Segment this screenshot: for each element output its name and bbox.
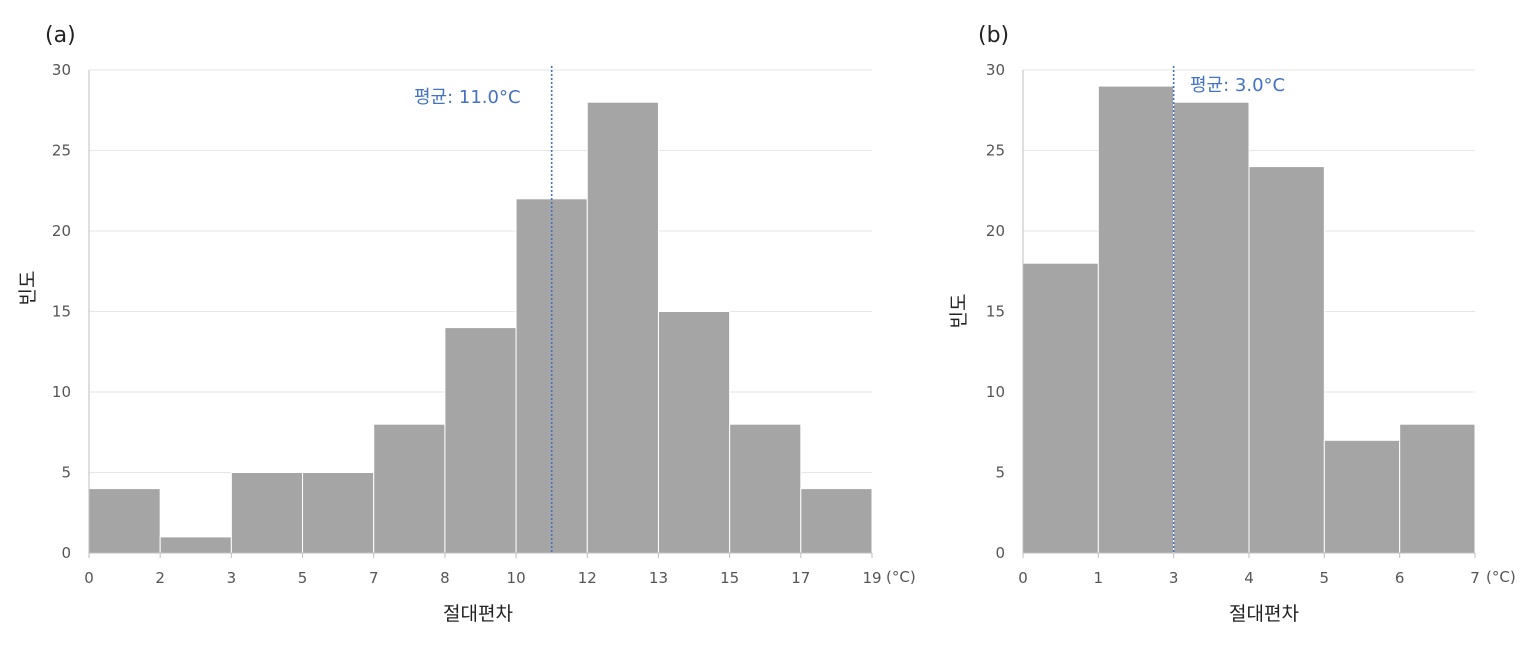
- y-tick-label: 10: [986, 383, 1005, 401]
- bars: [1022, 85, 1476, 554]
- x-tick-labels: 0 1 3 4 5 6 7: [1018, 569, 1480, 587]
- mean-label: 평균: 3.0°C: [1190, 75, 1285, 96]
- histogram-bar: [1323, 439, 1401, 554]
- y-tick-label: 25: [52, 142, 71, 160]
- y-tick-label: 20: [986, 222, 1005, 240]
- x-tick-label: 5: [1320, 569, 1330, 587]
- axes: [1022, 70, 1476, 558]
- x-tick-label: 12: [578, 569, 597, 587]
- x-tick-label: 17: [791, 569, 810, 587]
- x-tick-label: 0: [1018, 569, 1028, 587]
- mean-marker: 평균: 11.0°C: [414, 66, 553, 553]
- panel-label: (a): [45, 23, 76, 48]
- mean-marker: 평균: 3.0°C: [1172, 66, 1285, 553]
- y-axis-title: 빈도: [17, 271, 39, 306]
- x-tick-label: 13: [649, 569, 668, 587]
- bars: [88, 101, 873, 554]
- x-tick-label: 15: [720, 569, 739, 587]
- histogram-bar: [729, 423, 802, 554]
- histogram-bar: [657, 311, 731, 554]
- histogram-bar: [1399, 423, 1476, 554]
- x-tick-label: 7: [369, 569, 379, 587]
- y-tick-label: 5: [61, 464, 71, 482]
- x-axis-title: 절대편차: [1229, 603, 1299, 625]
- y-tick-labels: 0 5 10 15 20 25 30: [52, 61, 71, 562]
- histogram-bar: [1173, 101, 1250, 554]
- y-tick-label: 30: [52, 61, 71, 79]
- y-tick-label: 30: [986, 61, 1005, 79]
- x-tick-labels: 0 2 3 5 7 8 10 12 13 15 17 19: [84, 569, 881, 587]
- y-tick-labels: 0 5 10 15 20 25 30: [986, 61, 1005, 562]
- x-tick-label: 10: [507, 569, 526, 587]
- y-tick-label: 15: [52, 303, 71, 321]
- y-tick-label: 15: [986, 303, 1005, 321]
- histogram-bar: [1022, 262, 1099, 554]
- x-tick-label: 4: [1244, 569, 1254, 587]
- histogram-bar: [586, 101, 659, 554]
- histogram-bar: [1248, 166, 1325, 554]
- x-axis-title: 절대편차: [443, 603, 513, 625]
- x-tick-label: 5: [298, 569, 308, 587]
- x-tick-label: 3: [1169, 569, 1179, 587]
- histogram-panel-a: (a) 절대편차 (°C) 빈도 0 5 10 15 20 25 30 0 2 3 5 7 8 10 12…: [17, 23, 916, 625]
- x-tick-label: 6: [1395, 569, 1405, 587]
- mean-label: 평균: 11.0°C: [414, 87, 521, 108]
- histogram-panel-b: (b) 절대편차 (°C) 빈도 0 5 10 15 20 25 30 0 1 3 4 5 6 7 평균…: [948, 23, 1516, 625]
- histogram-bar: [444, 327, 517, 554]
- histogram-bar: [373, 423, 446, 554]
- x-tick-label: 1: [1094, 569, 1104, 587]
- y-tick-label: 25: [986, 142, 1005, 160]
- x-axis-unit: (°C): [1486, 568, 1516, 586]
- x-tick-label: 3: [227, 569, 237, 587]
- histogram-bar: [800, 488, 873, 554]
- y-tick-label: 20: [52, 222, 71, 240]
- x-tick-label: 7: [1470, 569, 1480, 587]
- panel-label: (b): [978, 23, 1009, 48]
- x-axis-unit: (°C): [886, 568, 916, 586]
- histogram-bar: [159, 536, 232, 554]
- y-tick-label: 5: [995, 464, 1005, 482]
- y-tick-label: 0: [61, 544, 71, 562]
- x-tick-label: 19: [862, 569, 881, 587]
- histogram-bar: [230, 472, 304, 554]
- histogram-bar: [88, 488, 161, 554]
- y-tick-label: 10: [52, 383, 71, 401]
- x-tick-label: 8: [440, 569, 450, 587]
- x-tick-label: 2: [155, 569, 165, 587]
- y-axis-title: 빈도: [948, 294, 970, 329]
- x-tick-label: 0: [84, 569, 94, 587]
- histogram-bar: [302, 472, 375, 554]
- y-tick-label: 0: [995, 544, 1005, 562]
- histogram-bar: [1097, 85, 1175, 554]
- axes: [88, 70, 873, 558]
